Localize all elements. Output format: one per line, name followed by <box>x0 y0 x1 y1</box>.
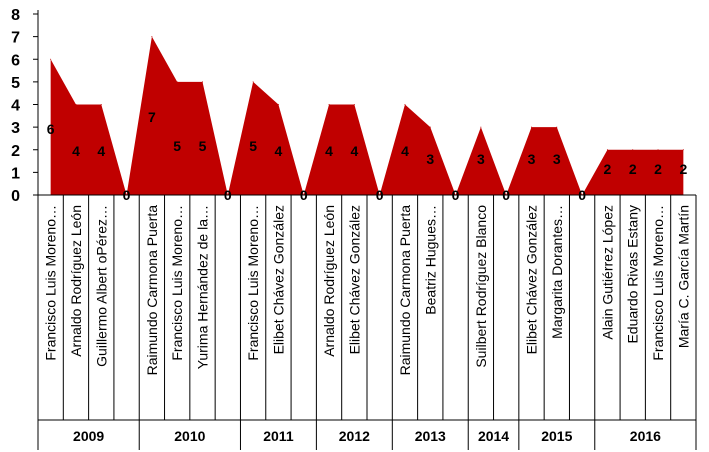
data-point <box>252 81 254 83</box>
category-label: Raimundo Carmona Puerta <box>397 205 413 376</box>
y-tick-label: 6 <box>11 52 20 69</box>
category-labels: Francisco Luis Moreno… Arnaldo Rodríguez … <box>37 195 697 420</box>
y-tick-label: 3 <box>11 120 20 137</box>
data-point <box>531 126 532 128</box>
category-label: Francisco Luis Moreno… <box>43 205 59 361</box>
category-label: Arnaldo Rodríguez León <box>321 205 337 357</box>
data-label: 2 <box>604 161 612 177</box>
data-label: 7 <box>148 109 156 125</box>
category-label: Raimundo Carmona Puerta <box>144 205 160 376</box>
category-label: Francisco Luis Moreno… <box>245 205 261 361</box>
year-label: 2013 <box>415 428 446 444</box>
year-label: 2015 <box>541 428 572 444</box>
y-tick-label: 8 <box>11 7 20 24</box>
data-point <box>50 58 52 60</box>
year-label: 2011 <box>263 428 294 444</box>
category-label: Francisco Luis Moreno… <box>169 205 185 361</box>
data-label: 5 <box>173 138 181 154</box>
data-label: 4 <box>275 143 283 159</box>
y-tick-label: 1 <box>11 165 20 182</box>
category-label: Arnaldo Rodríguez León <box>68 205 84 357</box>
y-tick-label: 5 <box>11 75 20 92</box>
category-label: Guillermo Albert oPérez… <box>93 205 109 367</box>
category-label: Elibet Chávez González <box>346 205 362 354</box>
data-label: 5 <box>249 138 257 154</box>
category-label: María C. García Martín <box>675 205 691 348</box>
data-point <box>657 149 659 151</box>
data-label: 3 <box>528 151 536 167</box>
data-label: 6 <box>47 121 55 137</box>
year-label: 2012 <box>339 428 370 444</box>
data-label: 4 <box>325 143 333 159</box>
category-label: Beatriz Hugues… <box>422 205 438 315</box>
data-point <box>429 126 431 128</box>
data-label: 3 <box>477 151 485 167</box>
data-label: 5 <box>199 138 207 154</box>
area-fill <box>50 36 684 195</box>
year-label: 2009 <box>73 428 104 444</box>
year-label: 2014 <box>478 428 509 444</box>
category-label: Elibet Chávez González <box>270 205 286 354</box>
category-label: Elibet Chávez González <box>524 205 540 354</box>
data-label: 4 <box>350 143 358 159</box>
data-label: 4 <box>72 143 80 159</box>
y-tick-label: 2 <box>11 143 20 160</box>
data-point <box>556 126 558 128</box>
y-tick-label: 4 <box>11 98 20 115</box>
data-point <box>202 81 203 83</box>
data-point <box>353 104 355 105</box>
y-tick-label: 7 <box>11 30 20 47</box>
data-point <box>176 81 178 83</box>
data-point <box>632 149 634 151</box>
data-label: 2 <box>629 161 637 177</box>
data-label: 2 <box>654 161 662 177</box>
data-label: 4 <box>401 143 409 159</box>
year-label: 2016 <box>630 428 661 444</box>
data-label: 4 <box>97 143 105 159</box>
data-point <box>682 149 684 151</box>
data-point <box>606 149 608 151</box>
category-label: Suilbert Rodríguez Blanco <box>473 205 489 368</box>
category-label: Alain Gutiérrez López <box>599 205 615 340</box>
data-label: 3 <box>553 151 561 167</box>
data-point <box>480 126 482 128</box>
data-point <box>151 36 153 38</box>
category-label: Yurima Hernández de la… <box>195 205 211 369</box>
category-label: Margarita Dorantes… <box>549 205 565 339</box>
data-point <box>328 104 330 105</box>
data-point <box>277 104 279 105</box>
area-series <box>50 36 684 196</box>
data-point <box>100 104 102 105</box>
y-tick-label: 0 <box>11 188 20 205</box>
category-label: Francisco Luis Moreno… <box>650 205 666 361</box>
year-groups: 2009 2010 2011 2012 2013 2014 2015 2016 <box>37 419 697 450</box>
data-point <box>75 104 77 105</box>
category-label: Eduardo Rivas Estany <box>625 205 641 344</box>
data-label: 2 <box>679 161 687 177</box>
data-point <box>404 104 406 105</box>
year-label: 2010 <box>174 428 205 444</box>
data-label: 3 <box>426 151 434 167</box>
